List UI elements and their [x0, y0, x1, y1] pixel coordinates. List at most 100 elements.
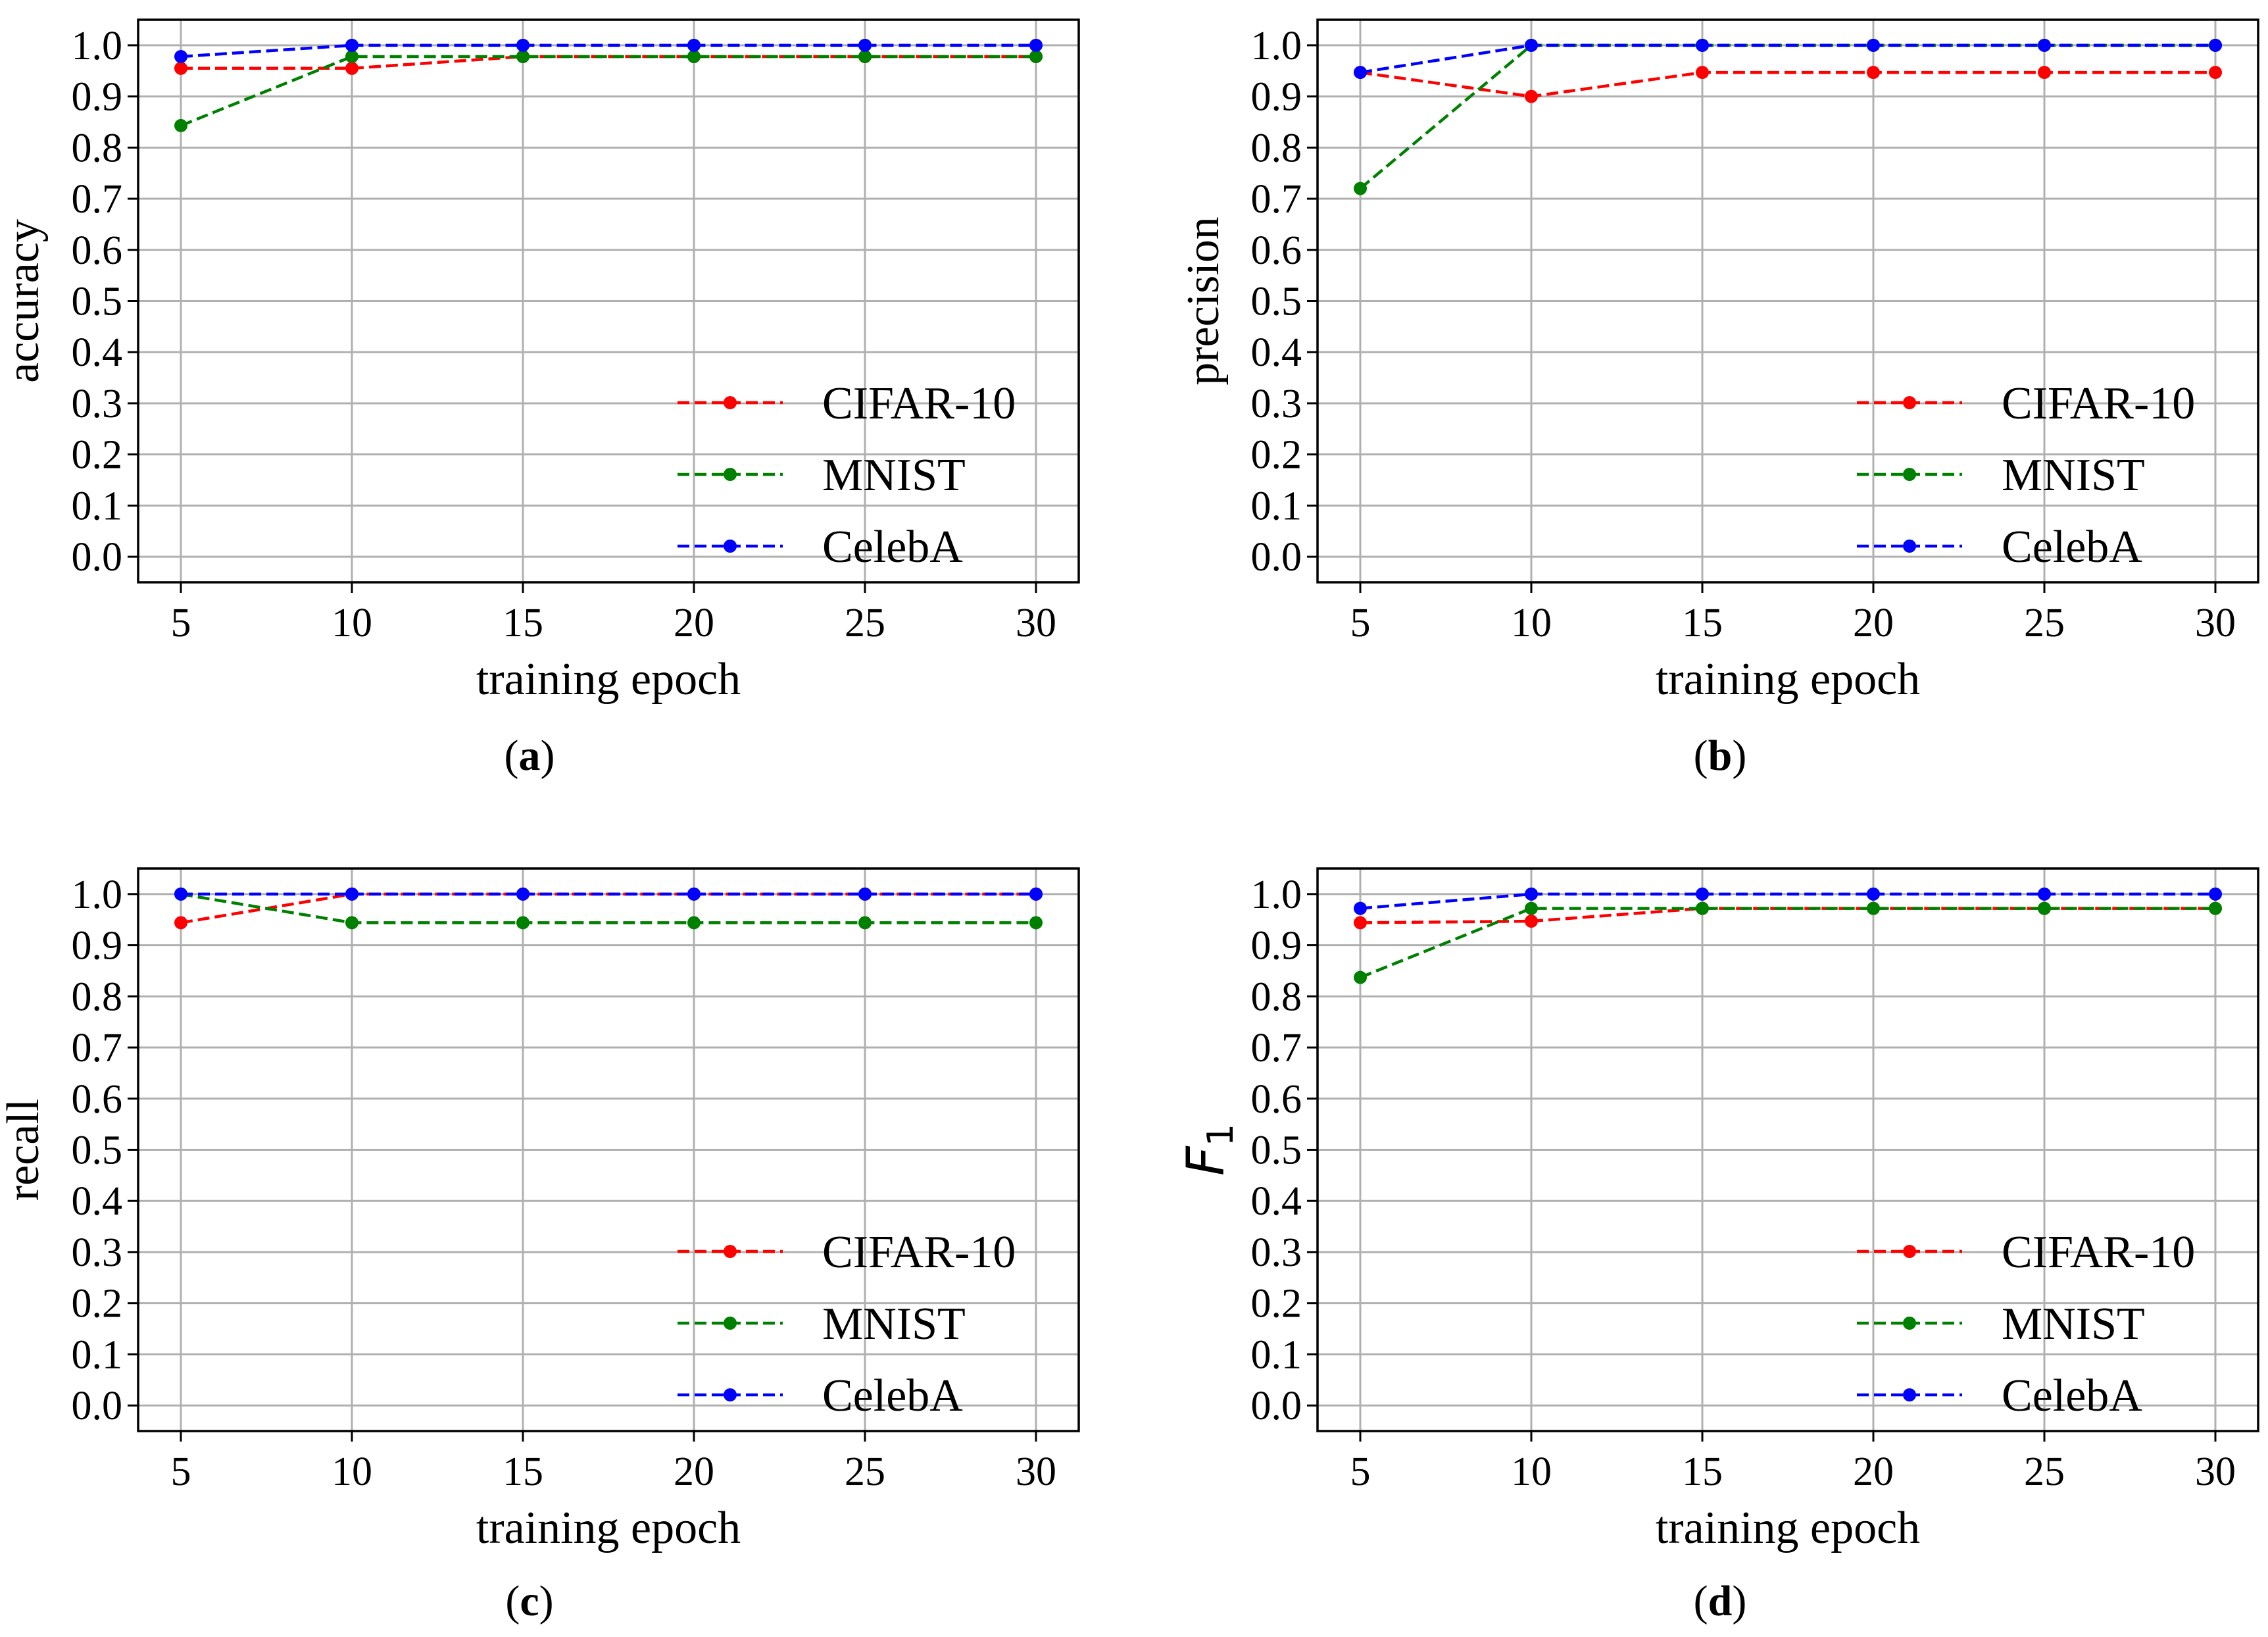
- data-point: [1696, 38, 1709, 52]
- legend-marker: [724, 1245, 737, 1258]
- data-point: [1696, 901, 1709, 915]
- legend: CIFAR-10 MNIST CelebA: [678, 378, 1016, 572]
- x-tick-label: 15: [503, 601, 543, 645]
- axes-frame: [137, 867, 1080, 1432]
- series-mnist: [1354, 901, 2222, 984]
- y-tick-label: 0.0: [1251, 1384, 1302, 1428]
- data-point: [1867, 887, 1880, 901]
- x-tick-label: 10: [1511, 601, 1552, 645]
- x-tick-label: 15: [1682, 601, 1723, 645]
- data-point: [516, 49, 530, 63]
- y-tick-label: 0.5: [72, 1128, 123, 1173]
- y-tick-label: 0.7: [1251, 177, 1302, 222]
- axes-frame: [1316, 18, 2259, 584]
- x-tick-label: 25: [2024, 1449, 2065, 1494]
- data-point: [2038, 38, 2051, 52]
- y-tick-label: 1.0: [1251, 872, 1302, 917]
- legend-marker: [724, 468, 737, 481]
- y-tick-label: 0.9: [1251, 924, 1302, 969]
- y-tick-label: 0.5: [1251, 1128, 1302, 1173]
- panel-caption: (b): [1694, 732, 1747, 780]
- panel-caption: (a): [505, 732, 555, 780]
- y-tick-label: 0.4: [1251, 330, 1302, 375]
- series-cifar-10: [174, 49, 1043, 75]
- x-tick-label: 20: [674, 1449, 714, 1494]
- y-tick-label: 0.8: [72, 974, 123, 1019]
- y-tick-label: 0.7: [72, 177, 123, 222]
- series-celeba: [174, 887, 1043, 901]
- y-tick-label: 0.8: [1251, 974, 1302, 1019]
- y-tick-label: 0.2: [72, 433, 123, 478]
- x-tick-label: 20: [674, 601, 714, 645]
- data-point: [1525, 38, 1538, 52]
- data-point: [1525, 901, 1538, 915]
- data-point: [174, 49, 187, 63]
- axes-frame: [1316, 867, 2259, 1432]
- data-point: [1029, 916, 1043, 930]
- legend-marker: [1903, 540, 1916, 553]
- y-tick-label: 0.9: [1251, 75, 1302, 120]
- y-tick-label: 1.0: [1251, 24, 1302, 68]
- panel-caption: (d): [1694, 1577, 1747, 1625]
- data-point: [858, 49, 872, 63]
- data-point: [1354, 182, 1367, 195]
- data-point: [687, 887, 701, 901]
- legend-marker: [724, 540, 737, 553]
- legend-label: CelebA: [2002, 522, 2142, 572]
- x-tick-label: 15: [503, 1449, 543, 1494]
- legend-marker: [724, 396, 737, 409]
- legend-marker: [1903, 396, 1916, 409]
- data-point: [174, 61, 187, 75]
- y-tick-label: 0.6: [72, 228, 123, 273]
- series-celeba: [1354, 38, 2222, 80]
- data-point: [516, 916, 530, 930]
- data-point: [1867, 38, 1880, 52]
- y-tick-label: 0.3: [72, 1230, 123, 1275]
- panel-caption: (c): [505, 1577, 553, 1625]
- y-tick-label: 0.3: [72, 382, 123, 426]
- x-axis-label: training epoch: [1656, 1503, 1920, 1553]
- data-point: [174, 916, 187, 930]
- data-point: [345, 887, 358, 901]
- series-line: [1360, 43, 2215, 74]
- x-tick-label: 30: [2195, 601, 2236, 645]
- data-point: [1867, 66, 1880, 80]
- data-point: [2209, 38, 2222, 52]
- data-point: [2209, 887, 2222, 901]
- data-point: [1696, 66, 1709, 80]
- y-tick-label: 1.0: [72, 872, 123, 917]
- legend-marker: [1903, 1388, 1916, 1401]
- series-line: [1359, 43, 2215, 190]
- y-tick-label: 0.7: [1251, 1026, 1302, 1070]
- y-tick-label: 0.5: [1251, 280, 1302, 324]
- data-point: [1696, 887, 1709, 901]
- y-tick-label: 0.4: [72, 1179, 123, 1224]
- x-axis-label: training epoch: [476, 1503, 741, 1553]
- y-tick-label: 0.0: [72, 1384, 123, 1428]
- y-tick-label: 0.9: [72, 924, 123, 969]
- data-point: [345, 49, 358, 63]
- data-point: [174, 118, 187, 132]
- legend-marker: [724, 1317, 737, 1330]
- x-tick-label: 30: [1016, 1449, 1056, 1494]
- legend-label: CelebA: [822, 1371, 963, 1421]
- series-line: [1360, 907, 2215, 979]
- y-tick-label: 0.9: [72, 75, 123, 120]
- data-point: [345, 916, 358, 930]
- panel-b: 5 10 15 20 25 30 0.0 0.1 0.2 0.3 0.4 0.5 0.6 0.7 0.8 0.…: [1178, 18, 2259, 780]
- x-tick-label: 25: [845, 1449, 885, 1494]
- y-tick-label: 0.6: [1251, 228, 1302, 273]
- data-point: [2209, 66, 2222, 80]
- data-point: [2038, 901, 2051, 915]
- legend-marker: [1903, 1245, 1916, 1258]
- x-tick-label: 25: [2024, 601, 2065, 645]
- y-tick-label: 0.3: [1251, 382, 1302, 426]
- y-tick-label: 0.8: [1251, 126, 1302, 170]
- legend-label: CelebA: [822, 522, 963, 572]
- y-tick-label: 0.1: [1251, 484, 1302, 528]
- y-tick-label: 0.0: [1251, 535, 1302, 580]
- axes-frame: [137, 18, 1080, 584]
- y-tick-label: 0.5: [72, 280, 123, 324]
